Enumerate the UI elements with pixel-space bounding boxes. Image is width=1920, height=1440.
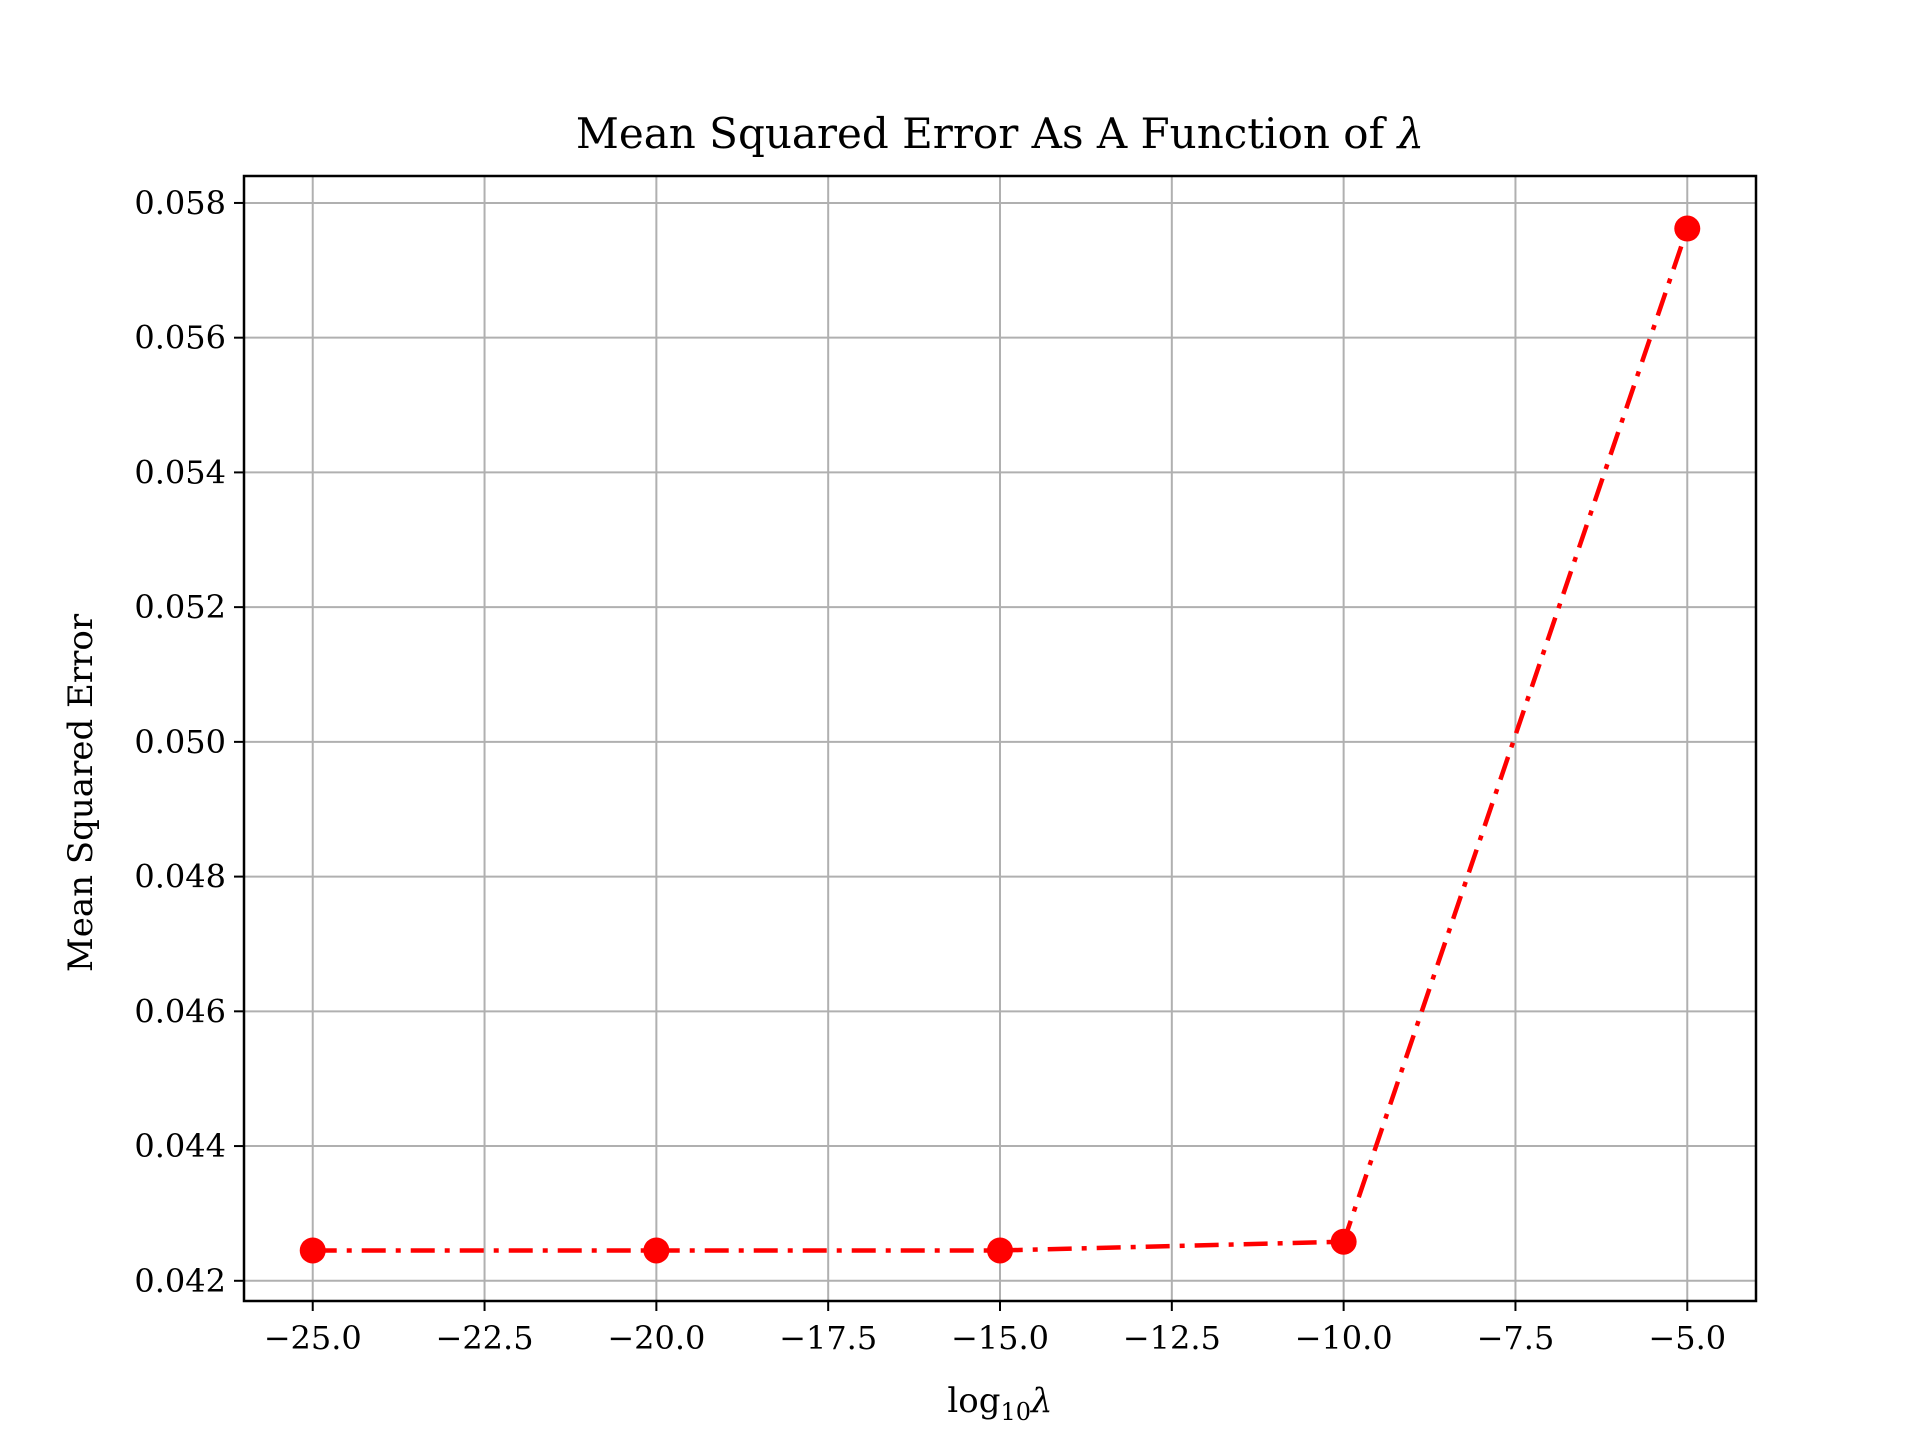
x-ticks: −25.0 −22.5 −20.0 −17.5 −15.0 −12.5 −10.0 −7.5 −… xyxy=(264,1301,1726,1357)
x-axis-label: log10λ xyxy=(947,1381,1052,1426)
grid xyxy=(244,176,1756,1301)
data-point xyxy=(1674,215,1701,242)
data-point xyxy=(643,1237,670,1264)
x-tick-label: −22.5 xyxy=(436,1319,534,1357)
y-axis-label: Mean Squared Error xyxy=(61,613,101,972)
x-tick-label: −10.0 xyxy=(1295,1319,1393,1357)
x-tick-label: −17.5 xyxy=(779,1319,877,1357)
x-tick-label: −15.0 xyxy=(951,1319,1049,1357)
y-tick-label: 0.044 xyxy=(134,1127,226,1165)
x-tick-label: −5.0 xyxy=(1648,1319,1726,1357)
x-tick-label: −20.0 xyxy=(607,1319,705,1357)
series-layer xyxy=(299,215,1701,1264)
y-tick-label: 0.058 xyxy=(134,184,226,222)
y-ticks: 0.042 0.044 0.046 0.048 0.050 0.052 0.054 0.056… xyxy=(134,184,244,1300)
x-tick-label: −12.5 xyxy=(1123,1319,1221,1357)
data-point xyxy=(987,1237,1013,1264)
x-tick-label: −7.5 xyxy=(1477,1319,1555,1357)
y-tick-label: 0.050 xyxy=(134,723,226,761)
chart-title: Mean Squared Error As A Function of λ xyxy=(576,109,1424,158)
y-tick-label: 0.048 xyxy=(134,858,226,896)
y-tick-label: 0.052 xyxy=(134,588,226,626)
y-tick-label: 0.056 xyxy=(134,319,226,357)
data-point xyxy=(299,1237,326,1264)
x-tick-label: −25.0 xyxy=(264,1319,362,1357)
y-tick-label: 0.042 xyxy=(134,1262,226,1300)
y-tick-label: 0.046 xyxy=(134,992,226,1030)
y-tick-label: 0.054 xyxy=(134,453,226,491)
data-point xyxy=(1330,1228,1357,1255)
